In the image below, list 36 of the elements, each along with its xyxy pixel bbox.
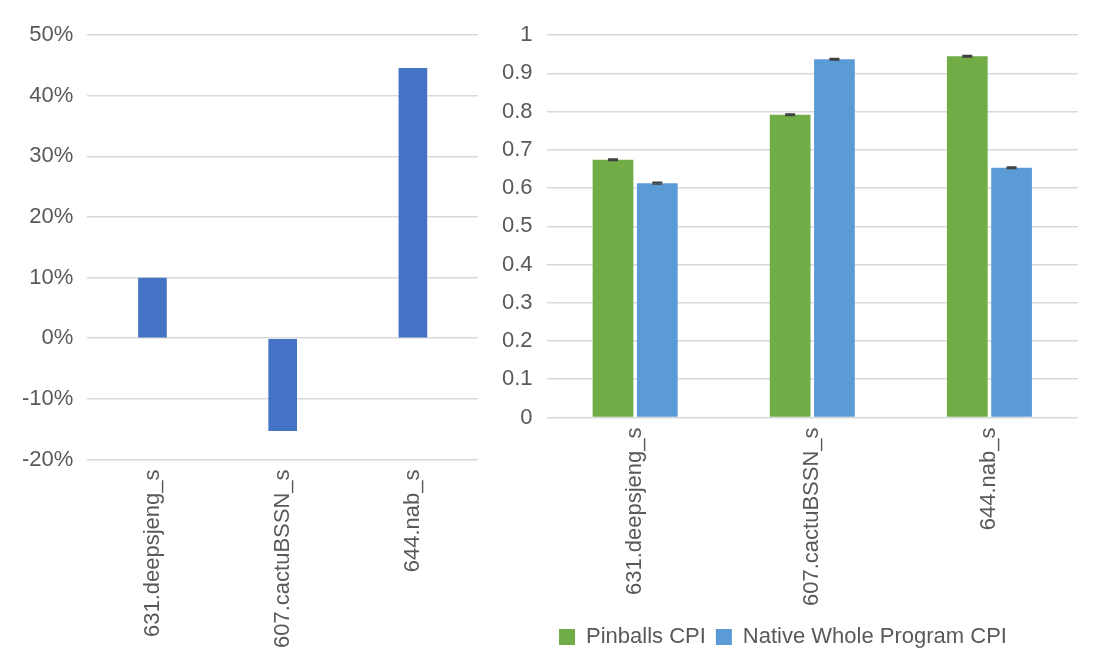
y-tick-label: -20%: [22, 445, 74, 471]
y-tick-label: 40%: [29, 81, 74, 107]
y-tick-label: 0.5: [501, 212, 533, 238]
bar: [138, 277, 167, 338]
legend-label: Pinballs CPI: [586, 623, 706, 649]
x-tick-label: 607.cactuBSSN_s: [798, 427, 824, 606]
y-tick-label: 1: [520, 21, 533, 47]
y-tick-label: 0.8: [501, 97, 533, 123]
bar: [268, 338, 297, 431]
x-tick-label: 607.cactuBSSN_s: [268, 469, 294, 648]
bar: [398, 67, 428, 338]
y-tick-label: 0.7: [501, 135, 533, 161]
y-tick-label: -10%: [22, 384, 74, 410]
y-tick-label: 0.9: [501, 59, 533, 85]
y-tick-label: 10%: [29, 263, 74, 289]
bar: [991, 167, 1032, 417]
y-tick-label: 30%: [29, 142, 74, 168]
y-tick-label: 0.4: [501, 250, 533, 276]
x-tick-label: 644.nab_s: [975, 427, 1001, 531]
bar: [769, 114, 811, 417]
x-tick-label: 631.deepsjeng_s: [138, 469, 164, 638]
y-tick-label: 20%: [29, 203, 74, 229]
y-tick-label: 0%: [41, 324, 74, 350]
y-tick-label: 0: [520, 403, 533, 429]
y-tick-label: 0.1: [501, 365, 533, 391]
y-tick-label: 50%: [29, 21, 74, 47]
y-tick-label: 0.6: [501, 174, 533, 200]
bar: [814, 59, 855, 417]
bar: [636, 183, 678, 417]
legend-label: Native Whole Program CPI: [742, 623, 1007, 649]
x-tick-label: 644.nab_s: [398, 469, 424, 573]
bar: [946, 56, 988, 417]
x-tick-label: 631.deepsjeng_s: [621, 427, 647, 596]
y-tick-label: 0.3: [501, 288, 533, 314]
y-tick-label: 0.2: [501, 327, 533, 353]
bar: [592, 159, 634, 417]
